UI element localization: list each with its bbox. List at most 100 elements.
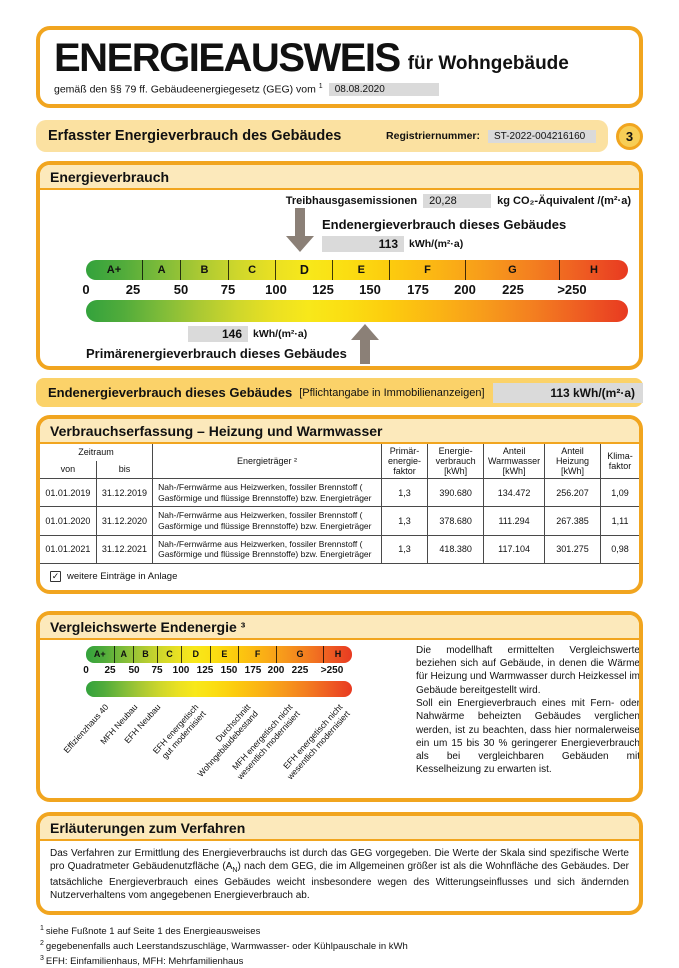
primary-energy-marker-arrow-up-icon <box>351 324 379 364</box>
comparison-scale-ticks: 0 25 50 75 100 125 150 175 200 225 >250 <box>83 664 366 679</box>
energy-consumption-section: Energieverbrauch Treibhausgasemissionen … <box>36 161 643 370</box>
more-entries-label: weitere Einträge in Anlage <box>67 570 178 582</box>
footnote-item: 1 siehe Fußnote 1 auf Seite 1 des Energie… <box>40 924 261 937</box>
col-header-klimafaktor: Klima- faktor <box>600 444 639 479</box>
scale-tick: 200 <box>267 664 285 676</box>
law-date-field[interactable]: 08.08.2020 <box>328 83 439 96</box>
cell-energietraeger: Nah-/Fernwärme aus Heizwerken, fossiler … <box>152 506 382 536</box>
cell-energietraeger: Nah-/Fernwärme aus Heizwerken, fossiler … <box>152 534 382 564</box>
cell-warmwasser: 111.294 <box>483 506 545 536</box>
col-header-zeitraum: Zeitraum <box>40 444 154 461</box>
more-entries-checkbox[interactable]: ✓ <box>50 570 61 582</box>
scale-class-segment-current: D <box>276 260 334 280</box>
scale-tick: 50 <box>128 664 140 676</box>
document-title: ENERGIEAUSWEIS <box>54 36 401 80</box>
scale-tick: 75 <box>151 664 163 676</box>
scale-class-segment: G <box>466 260 560 280</box>
cell-von: 01.01.2020 <box>40 506 97 536</box>
scale-tick: 75 <box>220 282 236 297</box>
end-energy-value-field[interactable]: 113 <box>322 236 404 252</box>
scale-tick: 175 <box>244 664 262 676</box>
scale-class-segment: H <box>334 649 342 660</box>
footnote-item: 3 EFH: Einfamilienhaus, MFH: Mehrfamilien… <box>40 954 244 967</box>
scale-class-segment: H <box>590 264 598 276</box>
banner-note: [Pflichtangabe in Immobilienanzeigen] <box>299 386 485 399</box>
scale-tick: 100 <box>265 282 287 297</box>
cell-heizung: 256.207 <box>543 477 602 508</box>
ghg-unit: kg CO₂-Äquivalent /(m²·a) <box>497 195 631 207</box>
comparison-class-scale: A+ A B C D E F G H <box>86 645 352 663</box>
cell-bis: 31.12.2021 <box>95 534 154 564</box>
registry-number-label: Registriernummer: <box>386 130 480 142</box>
method-explanation-section: Erläuterungen zum Verfahren Das Verfahre… <box>36 811 643 915</box>
cell-verbrauch: 418.380 <box>427 534 485 564</box>
scale-tick: 175 <box>407 282 429 297</box>
scale-tick: 25 <box>104 664 116 676</box>
scale-tick: 100 <box>172 664 190 676</box>
footnote-mark-1: 1 <box>318 83 323 91</box>
scale-tick: 225 <box>502 282 524 297</box>
col-header-energietraeger: Energieträger ² <box>152 444 382 479</box>
cell-klimafaktor: 0,98 <box>600 534 639 564</box>
cell-von: 01.01.2019 <box>40 477 97 508</box>
energy-scale-ticks: 0 25 50 75 100 125 150 175 200 225 >250 <box>82 282 628 297</box>
col-header-warmwasser: Anteil Warmwasser [kWh] <box>483 444 545 479</box>
ghg-label: Treibhausgasemissionen <box>285 195 418 207</box>
scale-class-segment: A+ <box>86 645 115 663</box>
scale-class-segment: A <box>115 645 134 663</box>
scale-tick: 225 <box>291 664 309 676</box>
ghg-value-field[interactable]: 20,28 <box>423 194 492 208</box>
scale-class-segment: C <box>158 645 182 663</box>
scale-tick: 125 <box>196 664 214 676</box>
col-header-heizung: Anteil Heizung [kWh] <box>543 444 602 479</box>
col-header-verbrauch: Energie- verbrauch [kWh] <box>427 444 485 479</box>
end-energy-banner: Endenergieverbrauch dieses Gebäudes [Pfl… <box>36 378 643 407</box>
cell-klimafaktor: 1,09 <box>600 477 639 508</box>
energy-class-scale: A+ A B C D E F G H <box>86 260 628 280</box>
energy-section-title: Energieverbrauch <box>40 165 639 190</box>
cell-klimafaktor: 1,11 <box>600 506 639 536</box>
comparison-values-section: Vergleichswerte Endenergie ³ A+ A B C D … <box>36 610 643 802</box>
primary-energy-value-field[interactable]: 146 <box>188 326 248 342</box>
table-row: 01.01.2020 31.12.2020 Nah-/Fernwärme aus… <box>40 506 639 536</box>
scale-class-segment: E <box>211 645 240 663</box>
scale-class-segment: E <box>333 260 391 280</box>
scale-class-segment: A <box>143 260 182 280</box>
registry-number-field[interactable]: ST-2022-004216160 <box>488 129 596 143</box>
banner-title: Endenergieverbrauch dieses Gebäudes <box>48 385 293 400</box>
primary-energy-label: Primärenergieverbrauch dieses Gebäudes <box>86 346 347 361</box>
scale-class-segment: D <box>182 645 211 663</box>
document-header: ENERGIEAUSWEIS für Wohngebäude gemäß den… <box>36 26 643 108</box>
scale-class-segment: A+ <box>86 260 143 280</box>
scale-class-segment: B <box>181 260 229 280</box>
scale-tick: 25 <box>125 282 141 297</box>
section-bar-title: Erfasster Energieverbrauch des Gebäudes <box>48 128 342 144</box>
scale-class-segment: B <box>134 645 158 663</box>
comparison-section-title: Vergleichswerte Endenergie ³ <box>40 614 639 640</box>
scale-tick: >250 <box>557 282 587 297</box>
scale-tick: 150 <box>220 664 238 676</box>
scale-class-segment: C <box>229 260 277 280</box>
document-subtitle: für Wohngebäude <box>407 53 569 74</box>
banner-value-field[interactable]: 113 kWh/(m²·a) <box>493 382 643 403</box>
law-reference-text: gemäß den §§ 79 ff. Gebäudeenergiegesetz… <box>54 83 323 96</box>
consumption-recording-section: Verbrauchserfassung – Heizung und Warmwa… <box>36 415 643 594</box>
consumption-section-title: Verbrauchserfassung – Heizung und Warmwa… <box>40 419 639 444</box>
comparison-paragraph-2: Soll ein Energieverbrauch eines mit Fern… <box>416 697 640 776</box>
table-row: 01.01.2021 31.12.2021 Nah-/Fernwärme aus… <box>40 534 639 564</box>
explanation-section-title: Erläuterungen zum Verfahren <box>40 815 639 841</box>
cell-pef: 1,3 <box>380 506 429 536</box>
scale-class-segment: G <box>277 645 324 663</box>
cell-von: 01.01.2021 <box>40 534 97 564</box>
cell-pef: 1,3 <box>380 534 429 564</box>
cell-bis: 31.12.2019 <box>95 477 154 508</box>
footnotes: 1 siehe Fußnote 1 auf Seite 1 des Energie… <box>36 924 643 968</box>
scale-tick: 50 <box>173 282 189 297</box>
scale-tick: 0 <box>83 664 89 676</box>
col-header-von: von <box>40 460 97 479</box>
scale-tick: 150 <box>359 282 381 297</box>
section-bar-erfasster-energieverbrauch: Erfasster Energieverbrauch des Gebäudes … <box>36 120 608 152</box>
end-energy-label: Endenergieverbrauch dieses Gebäudes <box>322 217 567 232</box>
energy-gradient-bar <box>86 300 628 322</box>
scale-class-segment: F <box>239 645 277 663</box>
